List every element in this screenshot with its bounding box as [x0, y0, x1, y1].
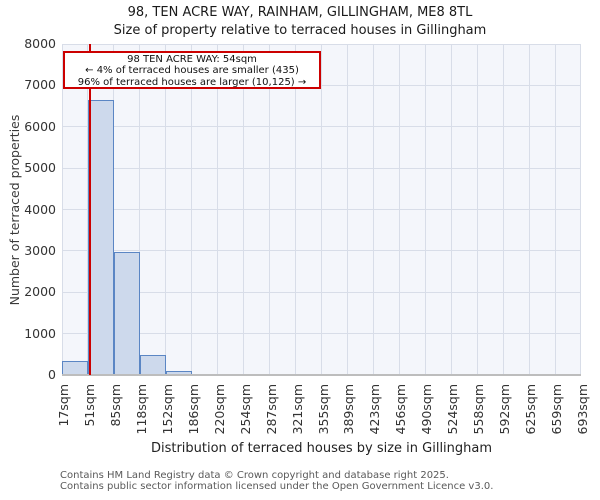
gridline-v [269, 44, 271, 375]
x-tick-label: 85sqm [107, 384, 123, 427]
x-tick-label: 220sqm [211, 384, 227, 435]
footer-line-2: Contains public sector information licen… [60, 481, 494, 492]
y-tick-label: 5000 [24, 160, 56, 176]
annotation-line-1: 98 TEN ACRE WAY: 54sqm [127, 54, 257, 65]
gridline-v [346, 44, 348, 375]
x-tick-label: 524sqm [445, 384, 461, 435]
x-tick-label: 287sqm [263, 384, 279, 435]
gridline-v [217, 44, 219, 375]
annotation-line-3: 96% of terraced houses are larger (10,12… [77, 76, 307, 88]
x-tick-label: 17sqm [56, 384, 71, 427]
x-tick-label: 152sqm [159, 384, 175, 435]
x-tick-label: 389sqm [341, 384, 357, 435]
property-marker-line [89, 44, 92, 375]
x-tick-label: 490sqm [419, 384, 435, 435]
y-tick-label: 7000 [24, 77, 56, 93]
x-axis-line [62, 374, 581, 376]
histogram-bar [165, 371, 192, 375]
histogram-bar [62, 360, 88, 375]
gridline-v [450, 44, 452, 375]
gridline-v [372, 44, 374, 375]
plot-area [61, 43, 581, 376]
x-tick-label: 118sqm [133, 384, 149, 435]
gridline-v [295, 44, 297, 375]
x-tick-label: 355sqm [315, 384, 331, 435]
y-tick-label: 2000 [24, 284, 56, 300]
footer-line-1: Contains HM Land Registry data © Crown c… [60, 470, 449, 481]
y-tick-label: 3000 [24, 242, 56, 258]
chart-title: 98, TEN ACRE WAY, RAINHAM, GILLINGHAM, M… [127, 5, 473, 20]
gridline-v [191, 44, 193, 375]
gridline-v [476, 44, 478, 375]
gridline-v [139, 44, 141, 375]
gridline-v [579, 44, 581, 375]
chart-subtitle: Size of property relative to terraced ho… [113, 23, 487, 38]
gridline-v [113, 44, 115, 375]
x-tick-label: 659sqm [549, 384, 565, 435]
annotation-line-2: ← 4% of terraced houses are smaller (435… [85, 65, 299, 77]
gridline-v [61, 44, 63, 375]
gridline-v [554, 44, 556, 375]
x-tick-label: 321sqm [289, 384, 305, 435]
y-tick-label: 4000 [24, 201, 56, 217]
x-tick-label: 456sqm [393, 384, 409, 435]
y-tick-label: 6000 [24, 118, 56, 134]
gridline-v [528, 44, 530, 375]
x-tick-label: 423sqm [367, 384, 383, 435]
x-tick-label: 693sqm [575, 384, 590, 435]
x-tick-label: 625sqm [523, 384, 539, 435]
gridline-v [321, 44, 322, 375]
histogram-bar [139, 354, 166, 375]
x-tick-label: 558sqm [471, 384, 487, 435]
x-tick-label: 592sqm [497, 384, 513, 435]
y-tick-label: 8000 [24, 36, 56, 51]
gridline-v [424, 44, 426, 375]
gridline-v [502, 44, 504, 375]
histogram-bar [87, 99, 114, 375]
annotation-box: 98 TEN ACRE WAY: 54sqm ← 4% of terraced … [63, 51, 321, 89]
histogram-bar [113, 251, 140, 375]
gridline-v [165, 44, 167, 375]
x-tick-label: 254sqm [237, 384, 253, 435]
x-tick-label: 51sqm [81, 384, 97, 427]
gridline-v [398, 44, 400, 375]
x-tick-label: 186sqm [185, 384, 201, 435]
y-tick-label: 0 [48, 367, 56, 382]
gridline-v [243, 44, 245, 375]
x-axis-title: Distribution of terraced houses by size … [150, 441, 493, 456]
y-tick-label: 1000 [24, 325, 56, 341]
